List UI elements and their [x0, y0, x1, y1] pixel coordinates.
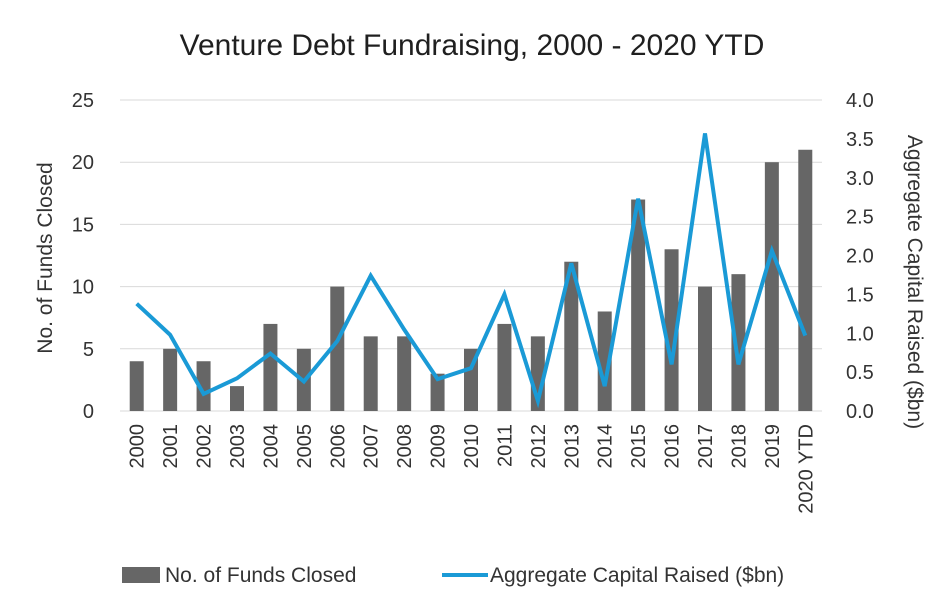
series-line [135, 133, 808, 409]
x-tick-label: 2015 [628, 424, 650, 469]
legend-line-label: Aggregate Capital Raised ($bn) [490, 564, 784, 587]
legend-bar-label: No. of Funds Closed [165, 564, 356, 587]
x-tick-label: 2008 [394, 424, 416, 469]
left-axis-label: No. of Funds Closed [34, 162, 57, 353]
x-tick-label: 2009 [428, 424, 450, 469]
bar-series [129, 149, 813, 411]
x-tick-label: 2002 [194, 424, 216, 469]
y2-tick-label: 0.0 [846, 401, 874, 423]
bar [397, 336, 412, 411]
x-tick-label: 2005 [294, 424, 316, 469]
bar [230, 386, 244, 411]
y-tick-label: 10 [72, 277, 94, 299]
x-tick-label: 2013 [561, 424, 583, 469]
bar [263, 323, 278, 411]
left-axis-ticks: 0 5 10 15 20 25 [72, 90, 94, 423]
right-axis-ticks: 0.0 0.5 1.0 1.5 2.0 2.5 3.0 3.5 4.0 [846, 90, 874, 423]
bar [631, 199, 646, 411]
x-tick-label: 2014 [595, 424, 617, 469]
x-tick-label: 2011 [494, 424, 516, 467]
x-axis-ticks: 2000 2001 2002 2003 2004 2005 2006 2007 2008 2009… [127, 424, 818, 514]
x-tick-label: 2017 [695, 424, 717, 469]
y2-tick-label: 1.0 [846, 323, 874, 345]
bar [430, 373, 445, 411]
y2-tick-label: 3.0 [846, 168, 874, 190]
right-axis-label: Aggregate Capital Raised ($bn) [903, 135, 926, 429]
legend-bar-swatch [122, 567, 160, 583]
y-tick-label: 25 [72, 90, 94, 112]
bar [497, 323, 512, 411]
line-series [135, 133, 808, 409]
bar [698, 286, 712, 411]
bar [764, 162, 779, 411]
chart-title: Venture Debt Fundraising, 2000 - 2020 YT… [180, 29, 765, 62]
x-tick-label: 2003 [227, 424, 249, 469]
x-tick-label: 2006 [327, 424, 349, 469]
bar [129, 361, 144, 411]
bar [196, 361, 211, 411]
y2-tick-label: 2.0 [846, 246, 874, 268]
x-tick-label: 2020 YTD [795, 424, 817, 514]
x-tick-label: 2010 [461, 424, 483, 469]
y-tick-label: 0 [83, 401, 94, 423]
y2-tick-label: 1.5 [846, 284, 874, 306]
bar [731, 274, 746, 411]
bar [363, 336, 378, 411]
x-tick-label: 2016 [662, 424, 684, 469]
bar [163, 348, 178, 411]
y-tick-label: 5 [83, 339, 94, 361]
x-tick-label: 2018 [728, 424, 750, 469]
y2-tick-label: 0.5 [846, 362, 874, 384]
bar [798, 149, 813, 411]
x-tick-label: 2004 [260, 424, 282, 469]
bar [330, 286, 345, 411]
x-tick-label: 2012 [528, 424, 550, 469]
x-tick-label: 2007 [361, 424, 383, 469]
x-tick-label: 2001 [160, 424, 182, 469]
legend: No. of Funds Closed Aggregate Capital Ra… [122, 564, 784, 587]
bar [564, 261, 579, 411]
x-tick-label: 2000 [127, 424, 149, 469]
bar [664, 249, 679, 411]
y-tick-label: 20 [72, 152, 94, 174]
y2-tick-label: 3.5 [846, 129, 874, 151]
y-tick-label: 15 [72, 214, 94, 236]
bar [597, 311, 612, 411]
y2-tick-label: 2.5 [846, 207, 874, 229]
x-tick-label: 2019 [762, 424, 784, 469]
y2-tick-label: 4.0 [846, 90, 874, 112]
